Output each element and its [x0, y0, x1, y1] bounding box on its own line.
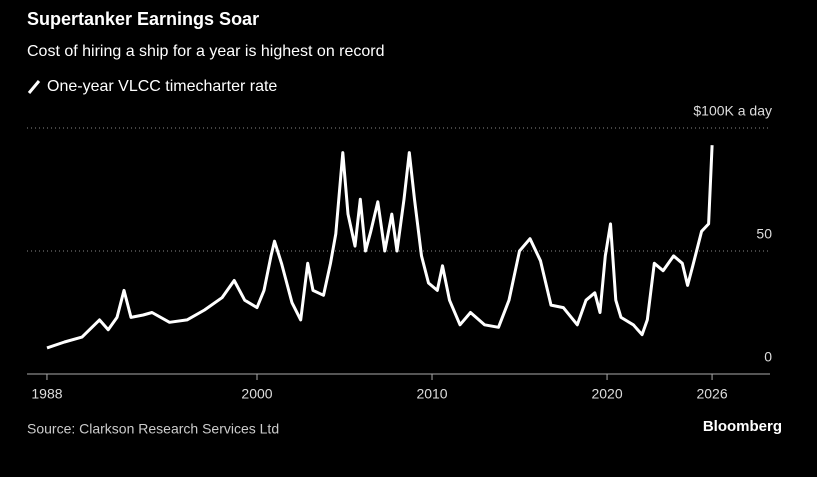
- y-tick-label: 50: [756, 226, 772, 242]
- legend-label: One-year VLCC timecharter rate: [47, 78, 277, 95]
- x-tick-label: 1988: [31, 386, 62, 402]
- line-series: [46, 145, 714, 350]
- x-tick-label: 2010: [416, 386, 447, 402]
- source: Source: Clarkson Research Services Ltd: [27, 421, 279, 437]
- legend-icon: [27, 80, 41, 94]
- brand: Bloomberg: [703, 418, 782, 435]
- y-tick-label: $100K a day: [693, 103, 772, 119]
- x-tick-label: 2026: [696, 386, 727, 402]
- chart-subtitle: Cost of hiring a ship for a year is high…: [27, 43, 385, 60]
- x-tick-label: 2020: [591, 386, 622, 402]
- x-tick-label: 2000: [241, 386, 272, 402]
- y-tick-label: 0: [764, 349, 772, 365]
- chart-title: Supertanker Earnings Soar: [27, 9, 259, 29]
